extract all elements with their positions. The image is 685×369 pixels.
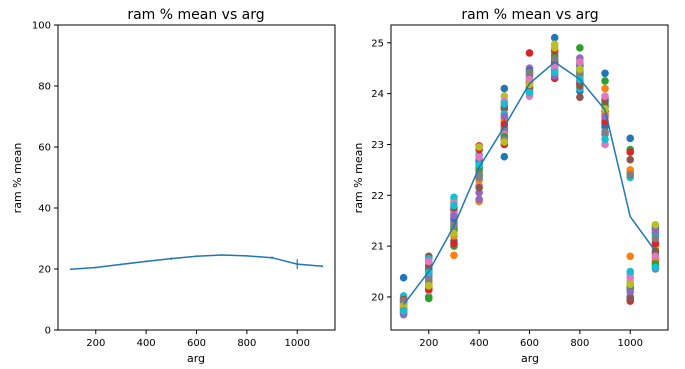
right-y-tick-label: 20 (371, 292, 384, 303)
right-x-axis-label: arg (521, 352, 539, 365)
scatter-point (475, 173, 483, 182)
scatter-point (500, 152, 509, 161)
scatter-point (525, 49, 534, 57)
scatter-point (525, 68, 534, 77)
left-y-tick-label: 0 (45, 326, 51, 337)
left-series-line (69, 254, 324, 271)
scatter-point (601, 92, 609, 100)
right-y-axis: 20 21 22 23 24 25 (371, 38, 391, 303)
right-y-tick-label: 23 (371, 140, 384, 151)
scatter-point (450, 201, 458, 210)
left-x-tick-label: 1000 (285, 338, 310, 349)
scatter-point (626, 148, 635, 156)
right-chart-title: ram % mean vs arg (461, 7, 598, 23)
scatter-point (626, 155, 635, 164)
scatter-point (550, 33, 559, 42)
scatter-point (626, 280, 635, 289)
right-x-tick-label: 600 (520, 338, 539, 349)
scatter-point (525, 88, 534, 97)
right-x-tick-label: 400 (470, 338, 489, 349)
scatter-point (399, 273, 408, 282)
left-chart-title: ram % mean vs arg (127, 7, 264, 23)
scatter-point (626, 288, 635, 296)
right-x-axis: 200 400 600 800 1000 (419, 330, 643, 349)
scatter-point (424, 276, 433, 284)
scatter-point (450, 229, 458, 238)
scatter-point (626, 252, 635, 261)
scatter-point (424, 257, 433, 266)
scatter-point (576, 44, 584, 52)
right-x-tick-label: 800 (570, 338, 589, 349)
scatter-point (500, 99, 509, 108)
scatter-point (626, 171, 635, 179)
scatter-point (651, 234, 660, 243)
scatter-point (651, 252, 660, 261)
scatter-point (450, 211, 458, 220)
scatter-point (626, 295, 635, 303)
right-y-tick-label: 25 (371, 38, 384, 49)
scatter-point (450, 193, 458, 202)
left-y-axis: 0 20 40 60 80 100 (32, 21, 58, 337)
left-y-tick-label: 40 (38, 204, 51, 215)
scatter-point (500, 138, 509, 146)
right-x-tick-label: 1000 (618, 338, 643, 349)
scatter-point (500, 112, 509, 121)
scatter-point (651, 263, 660, 272)
scatter-point (651, 220, 660, 229)
scatter-point (424, 281, 433, 290)
left-x-tick-label: 600 (187, 338, 206, 349)
left-x-tick-label: 400 (137, 338, 156, 349)
scatter-point (626, 273, 635, 282)
scatter-point (651, 227, 660, 235)
right-mean-line (403, 61, 657, 306)
scatter-point (475, 183, 483, 192)
scatter-point (576, 58, 584, 66)
scatter-point (500, 84, 509, 93)
scatter-point (475, 195, 483, 204)
right-y-tick-label: 21 (371, 242, 384, 253)
left-mean-line (70, 254, 323, 271)
left-y-tick-label: 100 (32, 21, 51, 32)
right-y-tick-label: 24 (371, 89, 384, 100)
left-plot-frame (57, 24, 336, 331)
scatter-point (601, 84, 609, 93)
left-y-tick-label: 20 (38, 265, 51, 276)
scatter-point (550, 55, 559, 63)
right-series-line (403, 61, 657, 306)
left-x-tick-label: 800 (237, 338, 256, 349)
left-y-axis-label: ram % mean (11, 143, 24, 214)
scatter-point (450, 239, 458, 248)
scatter-point (550, 44, 559, 52)
scatter-point (475, 153, 483, 161)
left-panel: ram % mean vs arg 200 400 600 800 1000 0 20 40… (11, 7, 336, 365)
scatter-point (475, 143, 483, 151)
scatter-point (399, 306, 408, 315)
right-panel: ram % mean vs arg 200 400 600 800 1000 20212… (352, 7, 669, 365)
left-x-tick-label: 200 (86, 338, 105, 349)
scatter-point (450, 251, 458, 260)
right-y-axis-label: ram % mean (352, 143, 365, 214)
left-x-axis-label: arg (187, 352, 205, 365)
left-y-tick-label: 60 (38, 143, 51, 154)
scatter-point (601, 127, 609, 136)
scatter-point (424, 294, 433, 303)
scatter-point (550, 68, 559, 77)
right-y-tick-label: 22 (371, 191, 384, 202)
scatter-point (576, 82, 584, 90)
left-y-tick-label: 80 (38, 82, 51, 93)
scatter-point (626, 267, 635, 276)
scatter-point (576, 93, 584, 101)
scatter-point (576, 65, 584, 74)
scatter-point (601, 77, 609, 85)
scatter-point (626, 134, 635, 143)
scatter-point (601, 69, 609, 78)
scatter-point (601, 135, 609, 144)
left-x-axis: 200 400 600 800 1000 (86, 330, 310, 349)
right-x-tick-label: 200 (419, 338, 438, 349)
